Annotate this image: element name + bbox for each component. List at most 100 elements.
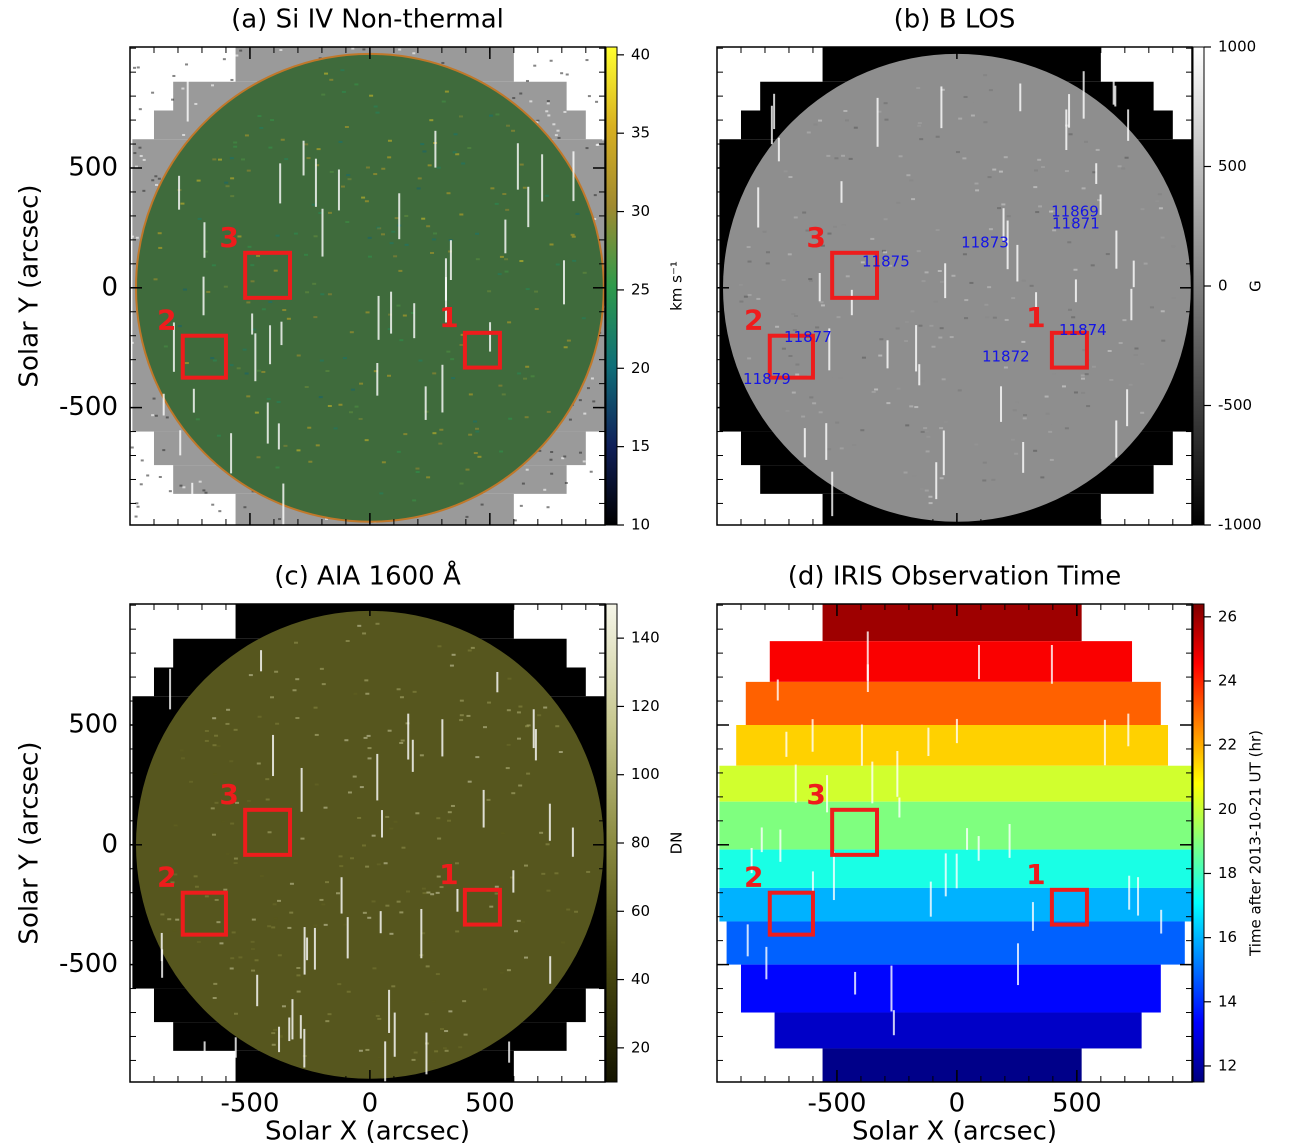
texture [397, 901, 401, 903]
texture [271, 1032, 275, 1034]
texture [1022, 280, 1026, 282]
texture [247, 800, 251, 802]
region-label: 1 [1026, 301, 1045, 334]
speckle [143, 159, 146, 161]
texture [426, 225, 430, 227]
speckle [235, 55, 238, 57]
texture [312, 283, 316, 285]
texture [256, 456, 260, 458]
speckle [550, 60, 553, 62]
colorbar-tick-label: 20 [631, 359, 650, 377]
speckle [547, 102, 550, 104]
texture [287, 318, 291, 320]
texture [451, 377, 455, 379]
texture [260, 875, 264, 877]
texture [886, 402, 890, 404]
texture [375, 112, 379, 114]
texture [230, 967, 234, 969]
texture [1171, 245, 1175, 247]
texture [422, 888, 426, 890]
texture [262, 308, 266, 310]
texture [287, 927, 291, 929]
speckle [583, 413, 586, 415]
texture [572, 260, 576, 262]
speckle [169, 490, 172, 492]
texture [794, 216, 798, 218]
texture [198, 218, 202, 220]
texture [495, 113, 499, 115]
texture [520, 164, 524, 166]
texture [399, 339, 403, 341]
texture [158, 247, 162, 249]
speckle [138, 147, 141, 149]
texture [788, 355, 792, 357]
texture [339, 141, 343, 143]
texture [382, 461, 386, 463]
texture [1134, 354, 1138, 356]
texture [432, 238, 436, 240]
speckle [279, 49, 282, 51]
texture [294, 642, 298, 644]
texture [350, 857, 354, 859]
texture [256, 255, 260, 257]
texture [398, 270, 402, 272]
texture [564, 346, 568, 348]
texture [219, 942, 223, 944]
texture [304, 254, 308, 256]
texture [566, 909, 570, 911]
texture [490, 187, 494, 189]
texture [571, 234, 575, 236]
texture [350, 331, 354, 333]
texture [273, 903, 277, 905]
texture [363, 912, 367, 914]
texture [802, 212, 806, 214]
region-label: 3 [806, 778, 825, 811]
texture [205, 740, 209, 742]
speckle [154, 175, 157, 177]
texture [1033, 450, 1037, 452]
texture [217, 745, 221, 747]
texture [241, 158, 245, 160]
texture [541, 873, 545, 875]
texture [809, 280, 813, 282]
texture [459, 213, 463, 215]
speckle [582, 65, 585, 67]
texture [782, 279, 786, 281]
speckle [550, 473, 553, 475]
speckle [547, 100, 550, 102]
texture [430, 893, 434, 895]
speckle [199, 481, 202, 483]
texture [784, 170, 788, 172]
texture [364, 737, 368, 739]
texture [343, 924, 347, 926]
texture [238, 956, 242, 958]
texture [809, 396, 813, 398]
texture [989, 89, 993, 91]
texture [739, 301, 743, 303]
texture [290, 883, 294, 885]
image [130, 604, 605, 1088]
texture [896, 202, 900, 204]
texture [970, 101, 974, 103]
texture [524, 957, 528, 959]
texture [297, 991, 301, 993]
texture [274, 671, 278, 673]
texture [476, 258, 480, 260]
speckle [412, 52, 415, 54]
texture [448, 811, 452, 813]
speckle [158, 178, 161, 180]
texture [841, 155, 845, 157]
texture [473, 421, 477, 423]
texture [938, 270, 942, 272]
speckle [136, 237, 139, 239]
texture [368, 757, 372, 759]
speckle [481, 504, 484, 506]
texture [346, 174, 350, 176]
texture [237, 367, 241, 369]
texture [320, 668, 324, 670]
texture [501, 832, 505, 834]
texture [1074, 391, 1078, 393]
texture [985, 316, 989, 318]
texture [368, 256, 372, 258]
speckle [223, 58, 226, 60]
